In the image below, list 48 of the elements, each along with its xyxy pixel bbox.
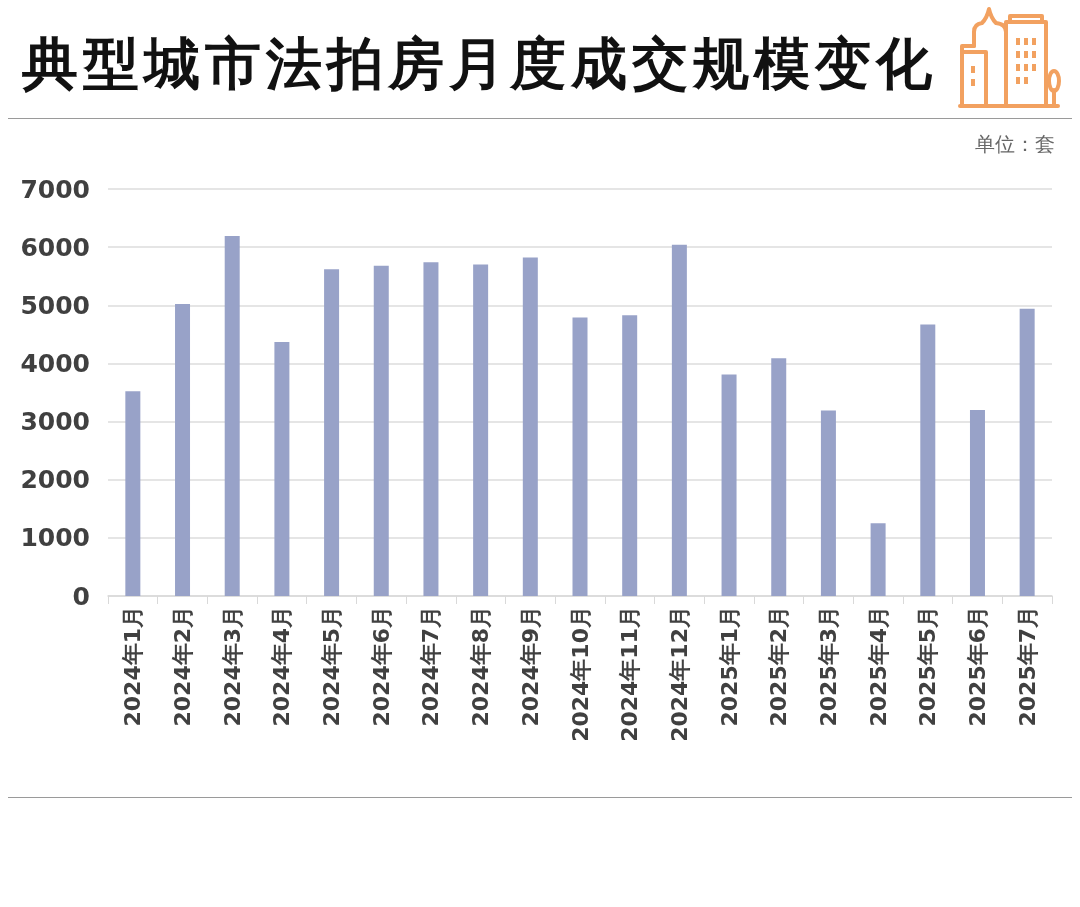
bar bbox=[771, 358, 787, 596]
bar bbox=[920, 324, 936, 596]
x-tick-label: 2024年11月 bbox=[617, 606, 643, 742]
bar bbox=[969, 409, 985, 596]
y-tick-label: 1000 bbox=[20, 523, 90, 553]
bar bbox=[820, 410, 836, 596]
bar bbox=[522, 257, 538, 596]
bar bbox=[373, 265, 389, 596]
x-tick-label: 2024年1月 bbox=[120, 606, 146, 727]
bar bbox=[622, 315, 638, 596]
bar bbox=[671, 244, 687, 596]
bar bbox=[870, 523, 886, 596]
x-tick-label: 2025年3月 bbox=[815, 606, 841, 727]
y-tick-label: 3000 bbox=[20, 407, 90, 437]
bar bbox=[473, 264, 489, 596]
x-tick-label: 2025年2月 bbox=[766, 606, 792, 727]
y-tick-label: 0 bbox=[72, 581, 90, 611]
y-tick-label: 7000 bbox=[20, 174, 90, 204]
bar bbox=[175, 304, 191, 596]
y-tick-label: 6000 bbox=[20, 232, 90, 262]
y-tick-label: 4000 bbox=[20, 348, 90, 378]
x-tick-label: 2024年12月 bbox=[666, 606, 692, 742]
y-tick-label: 5000 bbox=[20, 290, 90, 320]
bar bbox=[274, 341, 290, 596]
text: 单位：套 bbox=[975, 131, 1055, 158]
bar bbox=[721, 374, 737, 596]
x-tick-label: 2025年5月 bbox=[915, 606, 941, 727]
x-tick-label: 2024年6月 bbox=[368, 606, 394, 727]
chart-title: 典型城市法拍房月度成交规模变化 bbox=[22, 30, 937, 98]
x-tick-label: 2024年8月 bbox=[468, 606, 494, 727]
x-tick-label: 2024年3月 bbox=[219, 606, 245, 727]
x-tick-label: 2025年7月 bbox=[1014, 606, 1040, 727]
y-tick-label: 2000 bbox=[20, 465, 90, 495]
x-tick-label: 2025年6月 bbox=[964, 606, 990, 727]
x-tick-label: 2025年1月 bbox=[716, 606, 742, 727]
bar bbox=[125, 391, 141, 596]
x-tick-label: 2025年4月 bbox=[865, 606, 891, 727]
bar bbox=[572, 317, 588, 596]
x-tick-label: 2024年9月 bbox=[517, 606, 543, 727]
bar bbox=[324, 269, 340, 596]
x-tick-label: 2024年2月 bbox=[170, 606, 196, 727]
x-tick-label: 2024年5月 bbox=[319, 606, 345, 727]
bar bbox=[423, 262, 439, 596]
x-tick-label: 2024年4月 bbox=[269, 606, 295, 727]
bar bbox=[224, 236, 240, 596]
x-tick-label: 2024年10月 bbox=[567, 606, 593, 742]
bar bbox=[1019, 308, 1035, 596]
x-tick-label: 2024年7月 bbox=[418, 606, 444, 727]
